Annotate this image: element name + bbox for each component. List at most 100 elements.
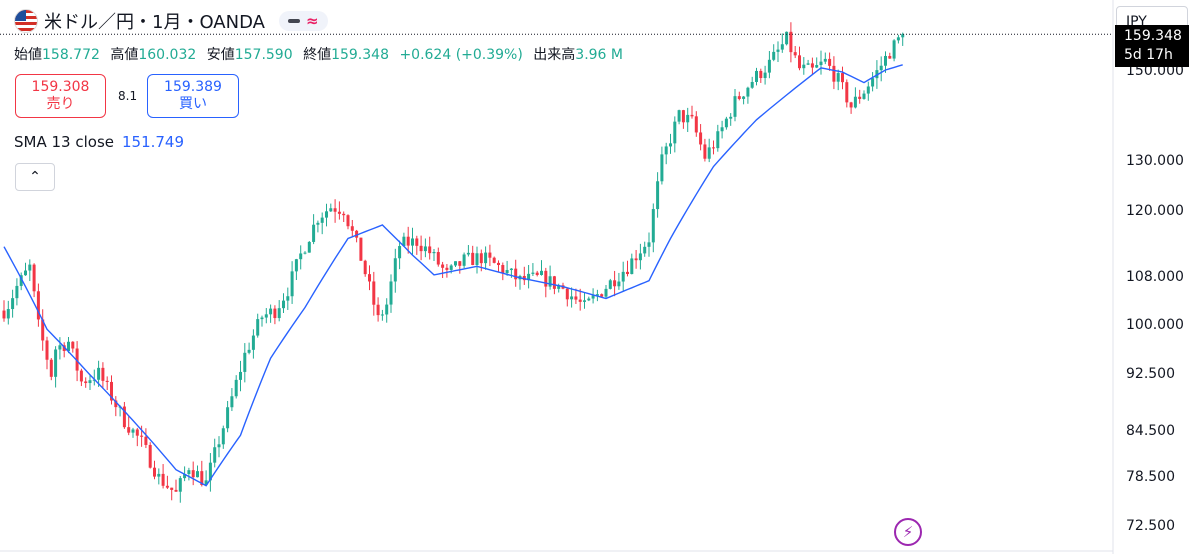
candle-body bbox=[436, 252, 440, 265]
candle-body bbox=[724, 118, 728, 128]
candle-body bbox=[372, 281, 376, 305]
minus-icon[interactable] bbox=[287, 19, 300, 23]
candle-body bbox=[282, 300, 285, 309]
candle-body bbox=[660, 154, 664, 182]
candle-body bbox=[780, 44, 784, 50]
ohlc-legend: 始値158.772 高値160.032 安値157.590 終値159.348 … bbox=[14, 44, 629, 64]
candles-group bbox=[2, 22, 905, 503]
candle-body bbox=[552, 276, 556, 289]
candle-body bbox=[251, 335, 255, 350]
candle-body bbox=[729, 116, 733, 119]
sell-price: 159.308 bbox=[31, 79, 90, 95]
candle-body bbox=[707, 147, 711, 159]
price-axis-label: 120.000 bbox=[1126, 202, 1184, 219]
candle-body bbox=[398, 246, 402, 259]
candle-body bbox=[535, 272, 539, 275]
bar-countdown: 5d 17h bbox=[1124, 47, 1173, 64]
candle-body bbox=[441, 264, 445, 268]
symbol-title[interactable]: 米ドル／円・1月・OANDA bbox=[44, 12, 265, 33]
candle-body bbox=[28, 264, 32, 271]
candle-body bbox=[540, 270, 543, 275]
candle-body bbox=[497, 262, 500, 266]
candle-body bbox=[359, 237, 363, 261]
candle-body bbox=[204, 480, 208, 486]
candle-body bbox=[613, 280, 617, 287]
candle-body bbox=[140, 435, 144, 437]
candle-body bbox=[415, 238, 419, 246]
candle-body bbox=[299, 253, 303, 260]
candle-body bbox=[294, 259, 298, 272]
indicator-toggle-pill[interactable]: ≈ bbox=[278, 11, 328, 31]
candle-body bbox=[583, 300, 586, 302]
candle-body bbox=[62, 345, 66, 351]
candle-body bbox=[828, 58, 832, 66]
candle-body bbox=[260, 317, 264, 320]
candle-body bbox=[432, 252, 436, 254]
candle-body bbox=[67, 341, 70, 351]
candle-body bbox=[767, 59, 771, 73]
chevron-up-icon: ⌃ bbox=[29, 169, 41, 185]
candle-body bbox=[157, 473, 161, 477]
candle-body bbox=[458, 261, 462, 266]
sell-button[interactable]: 159.308 売り bbox=[15, 74, 106, 118]
candle-body bbox=[565, 288, 569, 300]
candle-body bbox=[178, 478, 182, 492]
lightning-bolt-icon[interactable]: ⚡ bbox=[894, 518, 922, 546]
candle-body bbox=[71, 341, 75, 349]
price-axis-label: 130.000 bbox=[1126, 152, 1184, 169]
candle-body bbox=[785, 31, 789, 45]
candle-body bbox=[393, 258, 397, 282]
candle-body bbox=[651, 209, 655, 243]
candle-body bbox=[406, 236, 410, 246]
sma-legend[interactable]: SMA 13 close 151.749 bbox=[14, 133, 184, 151]
candle-body bbox=[11, 298, 15, 310]
candle-body bbox=[746, 87, 750, 97]
candle-body bbox=[213, 447, 217, 463]
candle-body bbox=[36, 291, 40, 320]
price-axis-label: 84.500 bbox=[1126, 422, 1175, 439]
sma-13-line bbox=[3, 64, 903, 487]
candle-body bbox=[608, 280, 612, 289]
candle-body bbox=[789, 31, 793, 53]
candle-body bbox=[703, 144, 707, 159]
candle-body bbox=[815, 65, 819, 68]
candle-body bbox=[6, 309, 10, 319]
candle-body bbox=[763, 72, 767, 79]
candle-body bbox=[858, 96, 862, 99]
candle-body bbox=[755, 70, 758, 82]
candle-body bbox=[174, 489, 178, 492]
candle-body bbox=[587, 298, 591, 301]
candle-body bbox=[591, 295, 595, 299]
candle-body bbox=[389, 281, 393, 305]
candle-body bbox=[509, 268, 513, 271]
us-flag-icon bbox=[14, 9, 38, 33]
spread-value: 8.1 bbox=[118, 89, 138, 103]
symbol-header: 米ドル／円・1月・OANDA ≈ bbox=[14, 8, 328, 34]
price-axis-label: 100.000 bbox=[1126, 317, 1184, 334]
candle-body bbox=[548, 276, 552, 287]
candle-body bbox=[750, 81, 754, 88]
candle-body bbox=[170, 487, 174, 490]
candle-body bbox=[896, 37, 900, 41]
price-axis-label: 108.000 bbox=[1126, 268, 1184, 285]
candle-body bbox=[673, 121, 677, 144]
candle-body bbox=[733, 96, 737, 117]
candle-body bbox=[514, 268, 518, 280]
candle-body bbox=[471, 252, 475, 266]
approx-wave-icon[interactable]: ≈ bbox=[305, 12, 319, 30]
price-axis-label: 72.500 bbox=[1126, 518, 1175, 535]
candle-body bbox=[664, 146, 668, 155]
candle-body bbox=[759, 70, 763, 79]
candle-body bbox=[277, 308, 281, 319]
candle-body bbox=[196, 471, 199, 478]
candle-body bbox=[570, 296, 574, 300]
sma-label: SMA 13 close bbox=[14, 133, 114, 151]
candle-body bbox=[419, 245, 423, 252]
candle-body bbox=[183, 473, 187, 479]
candle-body bbox=[101, 367, 105, 381]
candle-body bbox=[153, 467, 156, 477]
candle-body bbox=[656, 181, 660, 210]
collapse-legend-button[interactable]: ⌃ bbox=[15, 163, 55, 191]
buy-button[interactable]: 159.389 買い bbox=[147, 74, 239, 118]
